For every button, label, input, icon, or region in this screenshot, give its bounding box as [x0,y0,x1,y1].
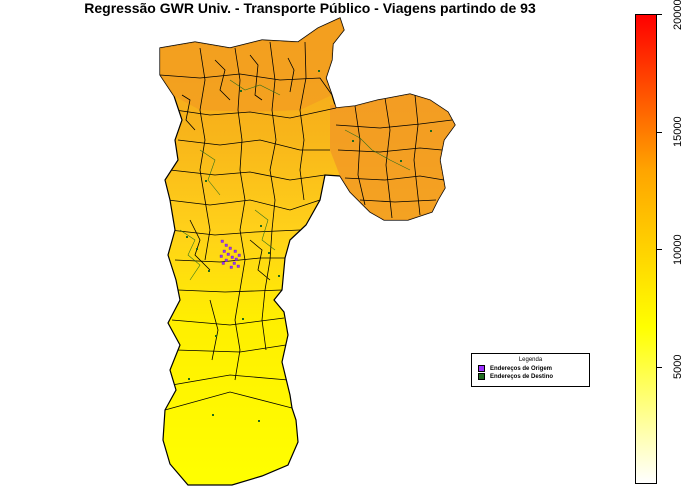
legend-item-destination: Endereços de Destino [478,373,589,380]
map-title: Regressão GWR Univ. - Transporte Público… [84,0,536,16]
legend-destination-label: Endereços de Destino [490,373,554,380]
district-boundaries [160,18,455,411]
colorbar-tick-label: 10000 [672,233,684,265]
colorbar-tick-label: 5000 [672,354,684,379]
sao-paulo-choropleth-map [159,17,456,486]
origin-address-points [219,239,241,269]
colorbar-tick [657,249,662,250]
legend-item-origin: Endereços de Origem [478,365,589,372]
destination-swatch [478,373,485,380]
legend-origin-label: Endereços de Origem [490,365,553,372]
colorbar-tick [657,131,662,133]
destination-address-points [186,70,432,422]
north-zone [160,18,344,112]
colorbar-tick [657,366,662,368]
colorbar-tick-label: 15000 [672,116,684,147]
legend-title: Legenda [518,357,543,363]
colorbar-tick [657,14,662,15]
origin-swatch [478,365,485,372]
colorbar-tick-label: 20000 [672,0,684,30]
color-scale-bar [635,14,657,484]
map-legend: Legenda Endereços de Origem Endereços de… [471,353,590,387]
east-zone [330,94,455,220]
